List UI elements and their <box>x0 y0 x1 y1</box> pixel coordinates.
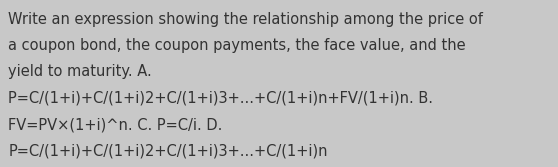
Text: P=C/(1+i)+C/(1+i)2+C/(1+i)3+...+C/(1+i)n: P=C/(1+i)+C/(1+i)2+C/(1+i)3+...+C/(1+i)n <box>8 144 328 159</box>
Text: Write an expression showing the relationship among the price of: Write an expression showing the relation… <box>8 12 483 27</box>
Text: P=C/(1+i)+C/(1+i)2+C/(1+i)3+...+C/(1+i)n+FV/(1+i)n. B.: P=C/(1+i)+C/(1+i)2+C/(1+i)3+...+C/(1+i)n… <box>8 91 434 106</box>
Text: yield to maturity. A.: yield to maturity. A. <box>8 64 152 79</box>
Text: a coupon bond, the coupon payments, the face value, and the: a coupon bond, the coupon payments, the … <box>8 38 466 53</box>
Text: FV=PV×(1+i)^n. C. P=C/i. D.: FV=PV×(1+i)^n. C. P=C/i. D. <box>8 117 223 132</box>
